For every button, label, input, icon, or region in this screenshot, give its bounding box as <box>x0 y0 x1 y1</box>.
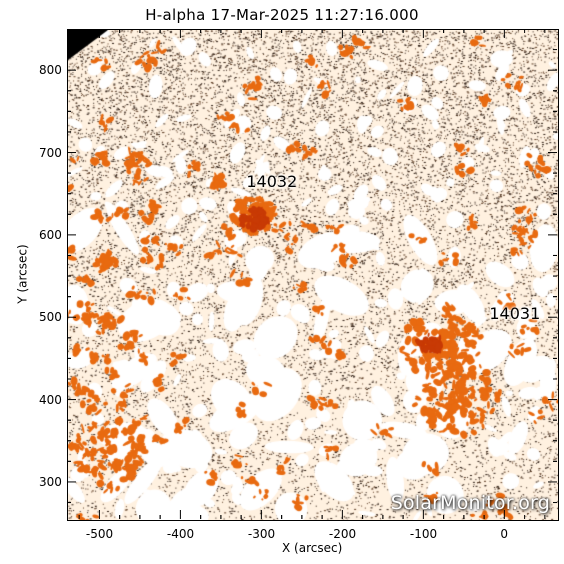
y-tick-label: 300 <box>39 474 62 489</box>
x-tick-label: 0 <box>500 527 508 541</box>
active-region-label: 14031 <box>489 304 541 324</box>
x-axis-title: X (arcsec) <box>282 541 343 555</box>
y-tick-label: 500 <box>39 310 62 325</box>
y-tick-label: 600 <box>39 227 62 242</box>
x-tick-label: -300 <box>247 527 276 541</box>
y-tick-label: 800 <box>39 63 62 78</box>
x-tick-label: -500 <box>85 527 114 541</box>
page-title: H-alpha 17-Mar-2025 11:27:16.000 <box>145 6 419 24</box>
active-region-label: 14032 <box>246 172 298 192</box>
x-tick-label: -200 <box>328 527 357 541</box>
y-axis-title: Y (arcsec) <box>15 244 30 304</box>
solar-image-frame: 14032 14031 SolarMonitor.org <box>67 29 559 521</box>
watermark-text: SolarMonitor.org <box>390 492 550 514</box>
solar-h-alpha-image <box>68 30 558 520</box>
y-tick-label: 400 <box>39 392 62 407</box>
y-tick-label: 700 <box>39 145 62 160</box>
x-tick-label: -100 <box>409 527 438 541</box>
x-tick-label: -400 <box>166 527 195 541</box>
